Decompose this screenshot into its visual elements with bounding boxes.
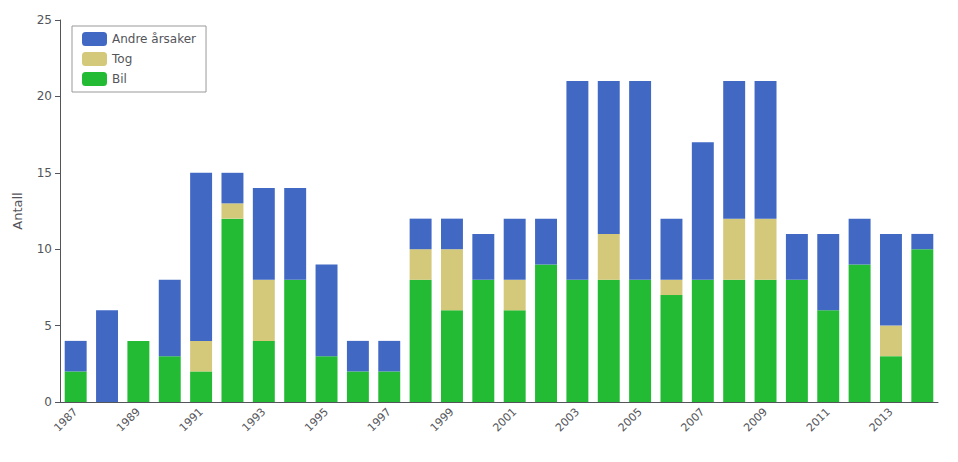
svg-text:Antall: Antall [10, 192, 25, 229]
svg-text:10: 10 [37, 242, 52, 256]
svg-text:1991: 1991 [177, 405, 206, 434]
svg-text:20: 20 [37, 89, 52, 103]
svg-text:1997: 1997 [365, 405, 394, 434]
svg-text:2003: 2003 [553, 405, 582, 434]
svg-text:0: 0 [44, 395, 52, 409]
svg-text:1989: 1989 [114, 405, 143, 434]
svg-text:2013: 2013 [867, 405, 896, 434]
svg-text:2011: 2011 [804, 405, 833, 434]
svg-text:1987: 1987 [51, 405, 80, 434]
svg-text:2009: 2009 [741, 405, 770, 434]
svg-text:1993: 1993 [239, 405, 268, 434]
svg-text:15: 15 [37, 166, 52, 180]
svg-text:Tog: Tog [111, 52, 132, 66]
svg-text:Andre årsaker: Andre årsaker [112, 32, 196, 46]
svg-text:1999: 1999 [428, 405, 457, 434]
svg-text:5: 5 [44, 319, 52, 333]
svg-text:1995: 1995 [302, 405, 331, 434]
svg-text:25: 25 [37, 13, 52, 27]
svg-text:2001: 2001 [490, 405, 519, 434]
svg-text:Bil: Bil [112, 72, 127, 86]
svg-text:2007: 2007 [678, 405, 707, 434]
svg-text:2005: 2005 [616, 405, 645, 434]
